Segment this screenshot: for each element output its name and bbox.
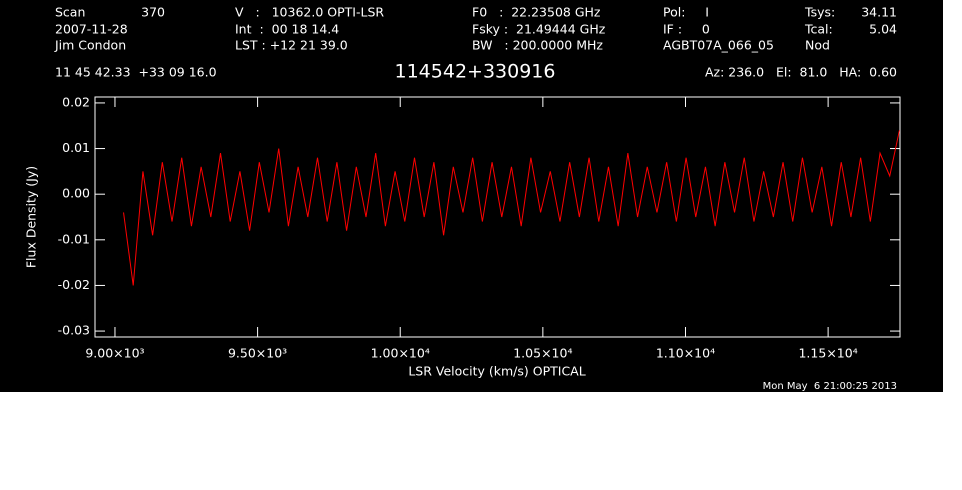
y-tick-label: -0.03 (58, 323, 90, 338)
pol: Pol: I (663, 5, 709, 20)
plot-frame (94, 96, 901, 338)
observer: Jim Condon (54, 38, 126, 53)
y-tick-label: 0.01 (62, 140, 90, 155)
if: IF : 0 (663, 22, 710, 37)
x-tick-label: 9.50×10³ (228, 346, 287, 361)
y-tick-label: -0.02 (58, 277, 90, 292)
bw: BW : 200.0000 MHz (472, 38, 603, 53)
x-tick-label: 1.10×10⁴ (656, 346, 715, 361)
proc: Nod (805, 38, 830, 53)
spectrum-line (123, 130, 900, 286)
lst: LST : +12 21 39.0 (235, 38, 348, 53)
x-tick-label: 1.15×10⁴ (798, 346, 857, 361)
x-tick-label: 1.00×10⁴ (371, 346, 430, 361)
tsys: 34.11 (861, 5, 897, 20)
velocity: V : 10362.0 OPTI-LSR (235, 5, 384, 20)
x-axis-label: LSR Velocity (km/s) OPTICAL (408, 364, 585, 379)
y-tick-label: 0.00 (62, 186, 90, 201)
f0: F0 : 22.23508 GHz (472, 5, 601, 20)
scan: 370 (141, 5, 165, 20)
plot-background (0, 0, 943, 392)
tcal: 5.04 (869, 22, 897, 37)
az-el-ha: Az: 236.0 El: 81.0 HA: 0.60 (705, 65, 897, 80)
y-axis-label: Flux Density (Jy) (24, 166, 39, 268)
timestamp: Mon May 6 21:00:25 2013 (763, 381, 897, 392)
x-tick-label: 9.00×10³ (85, 346, 144, 361)
int: Int : 00 18 14.4 (235, 22, 339, 37)
x-tick-label: 1.05×10⁴ (513, 346, 572, 361)
project: AGBT07A_066_05 (663, 38, 774, 53)
fsky: Fsky : 21.49444 GHz (472, 22, 606, 37)
chart-title: 114542+330916 (395, 61, 556, 83)
tsys-label: Tsys: (804, 5, 835, 20)
date: 2007-11-28 (55, 22, 128, 37)
coords: 11 45 42.33 +33 09 16.0 (55, 65, 217, 80)
scan-label: Scan (55, 5, 85, 20)
y-tick-label: 0.02 (62, 94, 90, 109)
y-tick-label: -0.01 (58, 231, 90, 246)
tcal-label: Tcal: (804, 22, 833, 37)
